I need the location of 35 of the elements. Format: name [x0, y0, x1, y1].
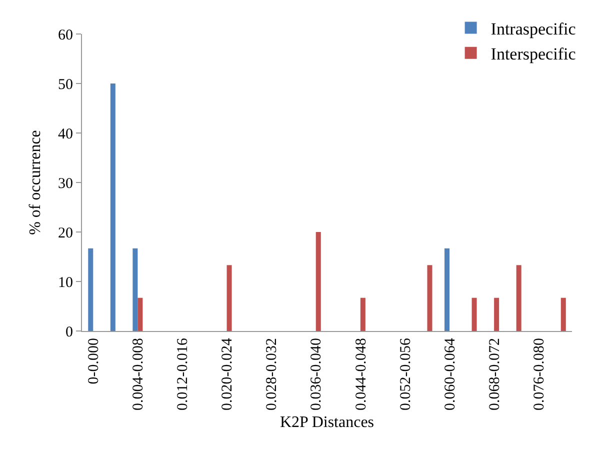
bar	[88, 248, 94, 331]
y-axis-title: % of occurrence	[27, 130, 44, 235]
bar	[360, 298, 366, 331]
x-tick-label: 0.060-0.064	[442, 338, 458, 410]
legend-label: Intraspecific	[490, 19, 576, 38]
y-tick-label: 30	[58, 176, 73, 192]
legend-label: Interspecific	[490, 44, 576, 64]
bar	[226, 265, 232, 331]
bar	[560, 298, 566, 331]
x-tick-label: 0-0.000	[86, 338, 102, 384]
bar	[494, 298, 500, 331]
x-tick-label: 0.068-0.072	[486, 338, 503, 410]
bar	[316, 232, 321, 331]
bar	[427, 265, 432, 331]
bar	[138, 298, 143, 331]
x-axis-title: K2P Distances	[280, 414, 374, 432]
y-tick-label: 20	[58, 225, 73, 242]
y-tick-label: 50	[58, 76, 73, 93]
y-tick-label: 60	[58, 27, 73, 44]
x-tick-label: 0.004-0.008	[130, 338, 147, 410]
bar	[132, 248, 138, 331]
y-tick-label: 40	[58, 126, 73, 142]
bar	[516, 265, 522, 331]
bar	[472, 298, 477, 331]
x-tick-label: 0.076-0.080	[531, 338, 548, 410]
y-tick-label: 0	[66, 324, 73, 340]
bar	[110, 84, 116, 331]
x-tick-label: 0.028-0.032	[264, 338, 280, 410]
x-tick-label: 0.044-0.048	[353, 338, 370, 410]
x-tick-label: 0.012-0.016	[175, 338, 192, 410]
x-tick-label: 0.036-0.040	[308, 338, 325, 410]
bar	[444, 248, 450, 331]
x-tick-label: 0.020-0.024	[220, 338, 236, 410]
x-tick-label: 0.052-0.056	[398, 338, 414, 410]
y-tick-label: 10	[58, 274, 73, 291]
